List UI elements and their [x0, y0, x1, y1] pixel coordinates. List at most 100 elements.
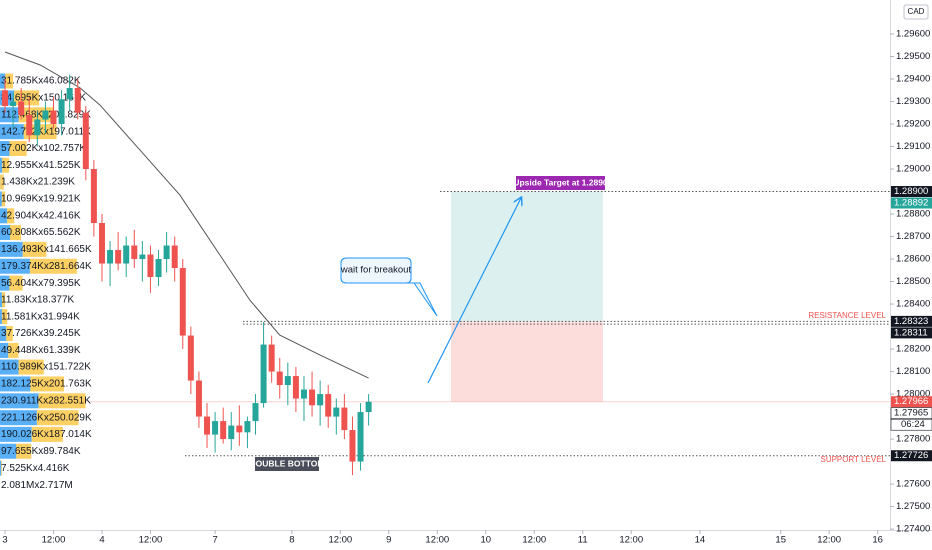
volume-label: 10.969Kx19.921K [1, 194, 81, 205]
volume-down-bar [1, 191, 6, 207]
volume-label: 56.404Kx79.395K [1, 278, 81, 289]
candle-body [220, 421, 227, 440]
volume-label: 7.525Kx4.416K [1, 463, 70, 474]
volume-label: 60.808Kx65.562K [1, 227, 81, 238]
price-label-box [891, 186, 932, 198]
volume-up-bar [0, 443, 17, 459]
y-tick-label: 1.27800 [896, 434, 930, 445]
countdown: 06:24 [901, 419, 925, 430]
y-tick-label: 1.29600 [896, 28, 930, 39]
volume-label: 11.83Kx18.377K [1, 294, 75, 305]
volume-label: 230.911Kx282.551K [1, 395, 91, 406]
candle-body [228, 425, 235, 440]
candle-body [50, 110, 57, 125]
volume-up-bar [0, 326, 7, 342]
candle-body [317, 394, 324, 406]
volume-label: 31.785Kx46.082K [1, 76, 81, 87]
candle-body [244, 421, 251, 433]
candle-body [341, 407, 348, 431]
volume-down-bar [2, 157, 10, 173]
price-label: 1.28900 [894, 186, 928, 197]
candle-body [82, 112, 89, 170]
candle-body [139, 254, 146, 260]
volume-label: 110.989Kx151.722K [1, 362, 91, 373]
callout-text: wait for breakout [340, 265, 412, 276]
resistance-text: RESISTANCE LEVEL [808, 311, 886, 320]
y-tick-label: 1.27400 [896, 524, 930, 535]
volume-down-bar [1, 309, 8, 325]
volume-down-bar [38, 393, 86, 409]
volume-down-bar [8, 342, 19, 358]
candle-body [333, 407, 340, 417]
price-label: 1.27726 [894, 450, 928, 461]
projection-arrow [427, 198, 521, 384]
volume-down-bar [9, 141, 27, 157]
volume-label: 1.438Kx21.239K [1, 177, 75, 188]
y-tick-label: 1.29500 [896, 51, 930, 62]
volume-up-bar [0, 410, 37, 426]
candle-body [98, 223, 105, 264]
price-label: 1.27965 [894, 408, 928, 419]
volume-down-bar [10, 224, 22, 240]
support-text: SUPPORT LEVEL [820, 455, 886, 464]
candle-body [357, 412, 364, 462]
volume-label: 12.955Kx41.525K [1, 160, 81, 171]
candle-body [147, 254, 154, 278]
volume-down-bar [5, 73, 13, 89]
x-tick-label: 9 [386, 535, 391, 546]
candle-body [268, 344, 275, 372]
candle-body [163, 245, 170, 260]
price-label: 1.28311 [894, 327, 928, 338]
candle-body [204, 416, 211, 435]
volume-label: 142.732Kx197.011K [1, 126, 91, 137]
annotation-layer: wait for breakout DOUBLE BOTTOM Upside T… [250, 176, 887, 471]
volume-up-bar [0, 426, 32, 442]
candle-body [131, 245, 138, 260]
y-tick-label: 1.28100 [896, 366, 930, 377]
price-label-box [891, 315, 932, 327]
candle-body [58, 99, 65, 125]
volume-label: 11.581Kx31.994K [1, 311, 80, 322]
volume-label: 221.126Kx250.029K [1, 412, 92, 423]
price-label-box [890, 407, 932, 420]
target-box [516, 176, 605, 190]
volume-label: 182.125Kx201.763K [1, 379, 92, 390]
volume-label: 49.448Kx61.339K [1, 345, 81, 356]
y-tick-label: 1.29000 [896, 164, 930, 175]
volume-up-bar [0, 191, 2, 207]
volume-up-bar [0, 241, 23, 257]
price-label-box [891, 450, 932, 462]
volume-down-bar [6, 326, 13, 342]
candle-body [292, 376, 299, 399]
currency-box[interactable] [903, 4, 929, 20]
profit-zone [451, 191, 603, 322]
background-layer [0, 73, 890, 476]
volume-down-bar [31, 426, 63, 442]
y-tick-label: 1.28600 [896, 254, 930, 265]
candle-body [2, 90, 9, 106]
x-tick-label: 16 [872, 535, 883, 546]
volume-up-bar [0, 258, 30, 274]
countdown-box [890, 418, 932, 431]
y-tick-label: 1.28500 [896, 276, 930, 287]
candle-body [115, 250, 122, 264]
volume-up-bar [0, 460, 2, 476]
volume-label: 57.002Kx102.757K [1, 143, 86, 154]
x-tick-label: 10 [480, 535, 491, 546]
volume-up-bar [0, 224, 11, 240]
x-tick-label: 12:00 [619, 535, 643, 546]
x-tick-label: 12:00 [328, 535, 352, 546]
callout-body [340, 257, 412, 284]
candle-body [309, 389, 316, 406]
y-tick-label: 1.29200 [896, 119, 930, 130]
price-label: 1.28323 [894, 316, 928, 327]
volume-down-bar [30, 376, 64, 392]
currency-badge[interactable]: CAD [903, 4, 929, 20]
candle-body [300, 389, 307, 399]
volume-label: 136.493Kx141.665K [1, 244, 92, 255]
x-tick-label: 4 [99, 535, 104, 546]
currency[interactable]: CAD [908, 7, 925, 16]
volume-up-bar [0, 376, 31, 392]
